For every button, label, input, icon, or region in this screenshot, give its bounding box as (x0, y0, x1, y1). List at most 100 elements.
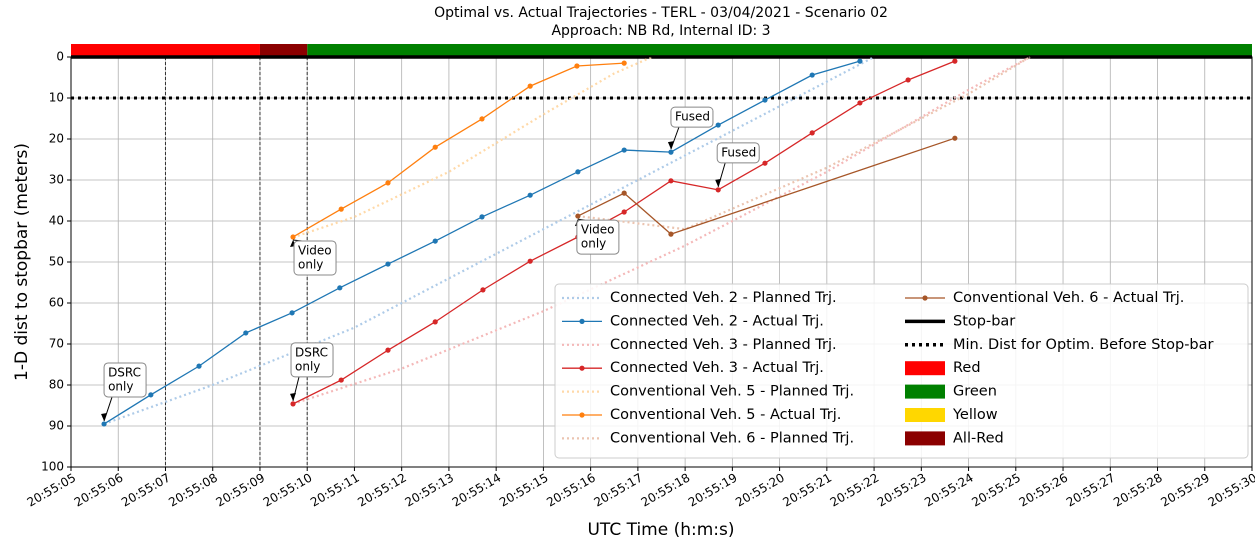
annotation-text: Fused (721, 145, 756, 159)
x-tick-label: 20:55:12 (355, 471, 409, 510)
x-tick-label: 20:55:25 (969, 471, 1023, 510)
series-marker (952, 58, 958, 64)
series-marker (338, 206, 344, 212)
legend-swatch (905, 408, 945, 422)
series-marker (668, 149, 674, 155)
annotation-box (716, 142, 760, 164)
annotation-box (576, 219, 620, 255)
series-marker (668, 178, 674, 184)
legend-label: Connected Veh. 3 - Planned Trj. (610, 337, 837, 353)
series-line (577, 56, 1031, 231)
series-marker (574, 63, 580, 69)
signal-phase (71, 44, 260, 57)
series-line (103, 56, 875, 425)
chart-title: Optimal vs. Actual Trajectories - TERL -… (434, 5, 888, 21)
legend-box (554, 283, 1249, 459)
series-marker (385, 347, 391, 353)
signal-phase (307, 44, 1252, 57)
series-marker (432, 238, 438, 244)
annotation-box (103, 362, 147, 398)
legend-marker (579, 412, 585, 418)
x-tick-label: 20:55:06 (72, 471, 126, 510)
x-tick-label: 20:55:18 (639, 471, 693, 510)
annotation-text: Video (298, 243, 332, 257)
annotation-text: only (581, 237, 606, 251)
annotation-text: DSRC (108, 365, 141, 379)
y-tick-label: 70 (49, 337, 64, 351)
annotation-text: Fused (675, 110, 710, 124)
series-marker (290, 234, 296, 240)
x-tick-label: 20:55:13 (402, 471, 456, 510)
x-tick-label: 20:55:21 (780, 471, 834, 510)
series-marker (762, 160, 768, 166)
series-marker (621, 209, 627, 215)
series-marker (432, 144, 438, 150)
series-marker (762, 97, 768, 103)
x-tick-label: 20:55:26 (1017, 471, 1071, 510)
series-marker (243, 330, 249, 336)
series-marker (809, 72, 815, 78)
x-tick-label: 20:55:29 (1158, 471, 1212, 510)
annotation-text: only (108, 379, 133, 393)
y-tick-label: 20 (49, 132, 64, 146)
y-tick-label: 100 (41, 460, 64, 474)
series-marker (575, 213, 581, 219)
series-marker (857, 58, 863, 64)
x-tick-label: 20:55:10 (261, 471, 315, 510)
series-marker (385, 261, 391, 267)
x-tick-label: 20:55:05 (25, 471, 79, 510)
legend-label: Min. Dist for Optim. Before Stop-bar (953, 337, 1214, 353)
x-tick-label: 20:55:16 (544, 471, 598, 510)
x-tick-label: 20:55:07 (119, 471, 173, 510)
series-marker (527, 192, 533, 198)
series-marker (479, 116, 485, 122)
series-line (292, 62, 625, 238)
annotation-box (290, 342, 334, 378)
series-marker (337, 285, 343, 291)
series-marker (479, 214, 485, 220)
legend-label: Conventional Veh. 6 - Planned Trj. (610, 430, 854, 446)
x-tick-label: 20:55:24 (922, 471, 976, 510)
series-marker (715, 122, 721, 128)
series-marker (621, 190, 627, 196)
legend-label: All-Red (953, 430, 1004, 446)
legend-marker (922, 295, 928, 301)
legend-label: Conventional Veh. 6 - Actual Trj. (953, 290, 1184, 306)
y-axis-label: 1-D dist to stopbar (meters) (12, 143, 32, 381)
series-marker (148, 392, 154, 398)
y-tick-label: 10 (49, 91, 64, 105)
series-marker (101, 421, 107, 427)
y-tick-label: 30 (49, 173, 64, 187)
series-marker (385, 180, 391, 186)
x-axis-label: UTC Time (h:m:s) (587, 520, 734, 540)
y-tick-label: 0 (56, 50, 64, 64)
series-marker (290, 401, 296, 407)
y-tick-label: 40 (49, 214, 64, 228)
legend-swatch (905, 361, 945, 376)
signal-phase (259, 44, 308, 57)
series-line (292, 55, 653, 239)
series-marker (338, 377, 344, 383)
legend-label: Stop-bar (953, 313, 1015, 329)
legend-label: Red (953, 360, 981, 376)
series-marker (289, 310, 295, 316)
annotation-arrowhead (101, 412, 108, 421)
series-marker (905, 77, 911, 83)
y-tick-label: 60 (49, 296, 64, 310)
series-marker (575, 169, 581, 175)
x-tick-label: 20:55:22 (828, 471, 882, 510)
x-tick-label: 20:55:08 (166, 471, 220, 510)
series-marker (809, 130, 815, 136)
x-tick-label: 20:55:17 (591, 471, 645, 510)
legend-label: Connected Veh. 3 - Actual Trj. (610, 360, 824, 376)
series-marker (621, 60, 627, 66)
x-tick-label: 20:55:15 (497, 471, 551, 510)
legend-label: Connected Veh. 2 - Actual Trj. (610, 313, 824, 329)
plot-frame (70, 56, 1253, 468)
y-tick-label: 90 (49, 419, 64, 433)
chart-subtitle: Approach: NB Rd, Internal ID: 3 (551, 23, 770, 39)
x-tick-label: 20:55:11 (308, 471, 362, 510)
legend-label: Conventional Veh. 5 - Actual Trj. (610, 407, 841, 423)
series-line (577, 137, 956, 235)
annotation-arrowhead (667, 141, 674, 150)
